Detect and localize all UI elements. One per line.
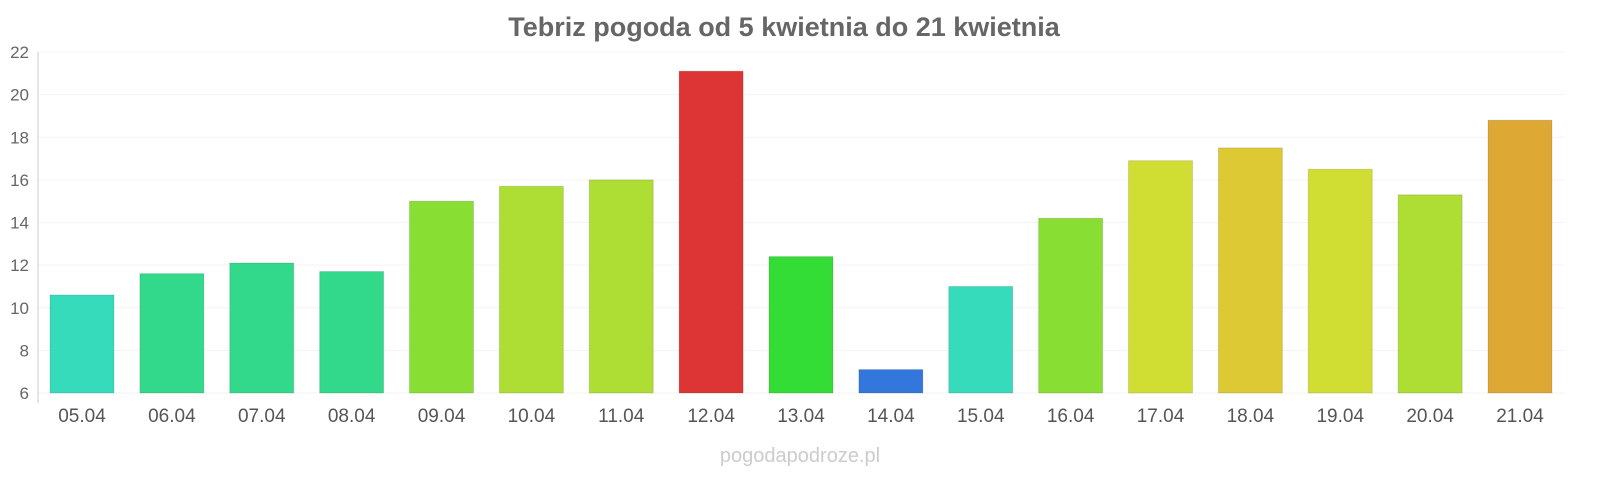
bar-18.04 [1217, 147, 1283, 394]
x-tick-label: 13.04 [777, 406, 825, 427]
x-tick-label: 18.04 [1227, 406, 1275, 427]
x-tick-label: 14.04 [867, 406, 915, 427]
bar-07.04 [229, 262, 295, 394]
y-tick-label: 8 [20, 341, 29, 360]
x-tick-label: 11.04 [598, 406, 645, 427]
watermark: pogodapodroze.pl [720, 445, 880, 467]
y-tick-label: 18 [10, 128, 29, 147]
bar-11.04 [588, 179, 654, 394]
bar-08.04 [319, 271, 385, 394]
y-tick-label: 16 [10, 171, 29, 190]
x-tick-label: 20.04 [1406, 406, 1454, 427]
y-tick-label: 22 [10, 43, 29, 62]
x-tick-label: 07.04 [238, 406, 286, 427]
y-axis: 6 8 10 12 14 16 18 20 22 [10, 43, 39, 403]
x-tick-label: 05.04 [58, 406, 106, 427]
x-tick-label: 10.04 [508, 406, 556, 427]
bar-19.04 [1307, 168, 1373, 394]
x-axis: 05.04 06.04 07.04 08.04 09.04 10.04 11.04 12.04… [58, 406, 1544, 427]
x-tick-label: 17.04 [1137, 406, 1185, 427]
x-tick-label: 15.04 [957, 406, 1005, 427]
y-tick-label: 10 [10, 299, 29, 318]
bars [49, 70, 1553, 394]
x-tick-label: 09.04 [418, 406, 466, 427]
x-tick-label: 19.04 [1316, 406, 1364, 427]
y-tick-label: 20 [10, 86, 29, 105]
bar-09.04 [409, 200, 474, 394]
y-tick-label: 12 [10, 256, 29, 275]
bar-17.04 [1128, 160, 1193, 394]
bar-15.04 [948, 285, 1014, 394]
y-tick-label: 14 [10, 214, 29, 233]
bar-12.04 [678, 70, 744, 394]
bar-16.04 [1038, 217, 1104, 394]
bar-10.04 [498, 185, 564, 394]
chart-title: Tebriz pogoda od 5 kwietnia do 21 kwietn… [508, 12, 1061, 42]
bar-20.04 [1397, 194, 1463, 394]
bar-14.04 [858, 369, 924, 394]
bar-13.04 [768, 256, 834, 394]
x-tick-label: 16.04 [1047, 406, 1095, 427]
x-tick-label: 06.04 [148, 406, 196, 427]
bar-06.04 [139, 273, 205, 394]
bar-05.04 [49, 294, 115, 394]
y-tick-label: 6 [20, 384, 29, 403]
x-tick-label: 12.04 [687, 406, 735, 427]
x-tick-label: 21.04 [1496, 406, 1544, 427]
bar-21.04 [1487, 119, 1553, 394]
x-tick-label: 08.04 [328, 406, 376, 427]
